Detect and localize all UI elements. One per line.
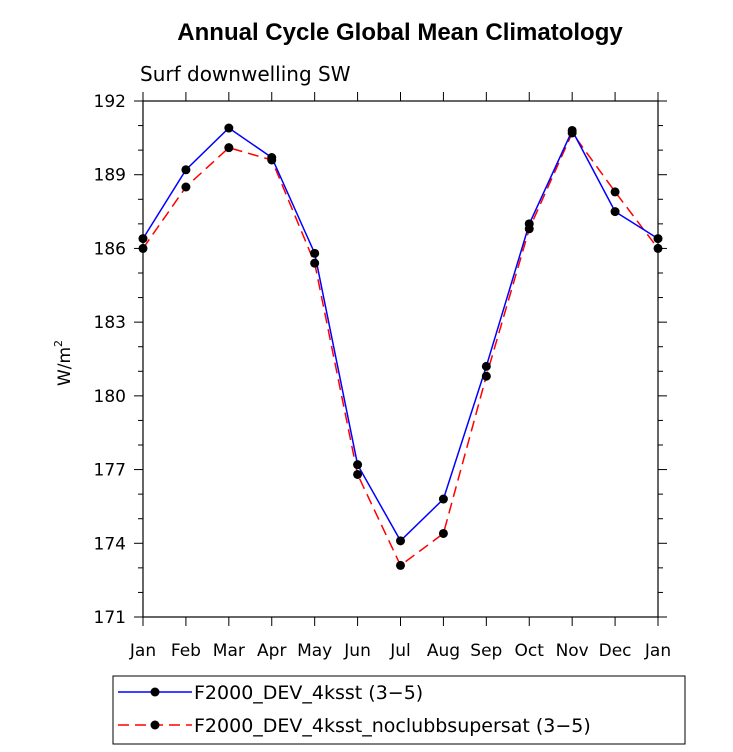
x-tick-label: Nov [556, 641, 589, 661]
y-tick-label: 171 [94, 608, 126, 628]
x-tick-label: Jan [129, 641, 156, 661]
x-tick-label: Oct [515, 641, 545, 661]
x-tick-label: Aug [427, 641, 460, 661]
series-0-point [224, 123, 234, 133]
series-1-point [310, 258, 320, 268]
series-line-1 [142, 131, 659, 567]
legend-label-series-1: F2000_DEV_4ksst_noclubbsupersat (3−5) [194, 715, 591, 737]
series-1-point [567, 128, 577, 138]
chart-title: Annual Cycle Global Mean Climatology [177, 19, 623, 46]
x-tick-label: Apr [257, 641, 286, 661]
x-tick-label: Feb [171, 641, 201, 661]
series-0-point [138, 234, 148, 244]
x-tick-label: Mar [213, 641, 245, 661]
legend-marker-series-0 [150, 687, 160, 697]
series-0-point [353, 460, 363, 470]
plot-area: 171 174 177 180 183 186 189 192 Jan Feb Mar Apr May J… [94, 92, 671, 661]
x-tick-label: Jul [389, 641, 411, 661]
series-1-point [610, 187, 620, 197]
y-tick-label: 177 [94, 461, 126, 481]
legend-box [112, 675, 686, 745]
series-0-point [181, 165, 191, 175]
chart-subtitle: Surf downwelling SW [140, 62, 351, 86]
x-tick-label: Sep [470, 641, 502, 661]
series-1-point [524, 224, 534, 234]
y-axis-label-superscript: 2 [52, 340, 65, 347]
series-0-point [396, 536, 405, 546]
series-1-point [438, 528, 448, 538]
series-1-point [267, 155, 277, 165]
y-tick-label: 192 [94, 92, 126, 112]
x-tick-label: Jun [343, 641, 371, 661]
series-0-point [310, 248, 320, 258]
series-1-point [481, 371, 491, 381]
x-tick-label: May [297, 641, 332, 661]
series-1-point [224, 143, 234, 153]
y-tick-label: 183 [94, 313, 126, 333]
series-1-point [653, 243, 663, 253]
legend: F2000_DEV_4ksst (3−5) F2000_DEV_4ksst_no… [112, 675, 686, 745]
y-axis-label-text: W/m [55, 347, 75, 386]
series-line-0 [142, 127, 659, 543]
y-tick-label: 174 [94, 534, 126, 554]
y-tick-label: 186 [94, 239, 126, 259]
series-1-point [396, 560, 405, 570]
series-0-point [438, 494, 448, 504]
y-axis-label: W/m2 [52, 340, 75, 386]
series-1-point [181, 182, 191, 192]
series-0-point [653, 234, 663, 244]
x-tick-label: Jan [644, 641, 671, 661]
legend-label-series-0: F2000_DEV_4ksst (3−5) [194, 682, 423, 704]
y-tick-label: 189 [94, 166, 126, 186]
series-0-point [481, 361, 491, 371]
series-1-point [353, 469, 363, 479]
y-tick-label: 180 [94, 387, 126, 407]
series-0-point [610, 207, 620, 217]
svg-text:W/m2: W/m2 [52, 340, 75, 386]
legend-marker-series-1 [150, 720, 160, 730]
series-1-point [138, 243, 148, 253]
x-tick-label: Dec [599, 641, 632, 661]
